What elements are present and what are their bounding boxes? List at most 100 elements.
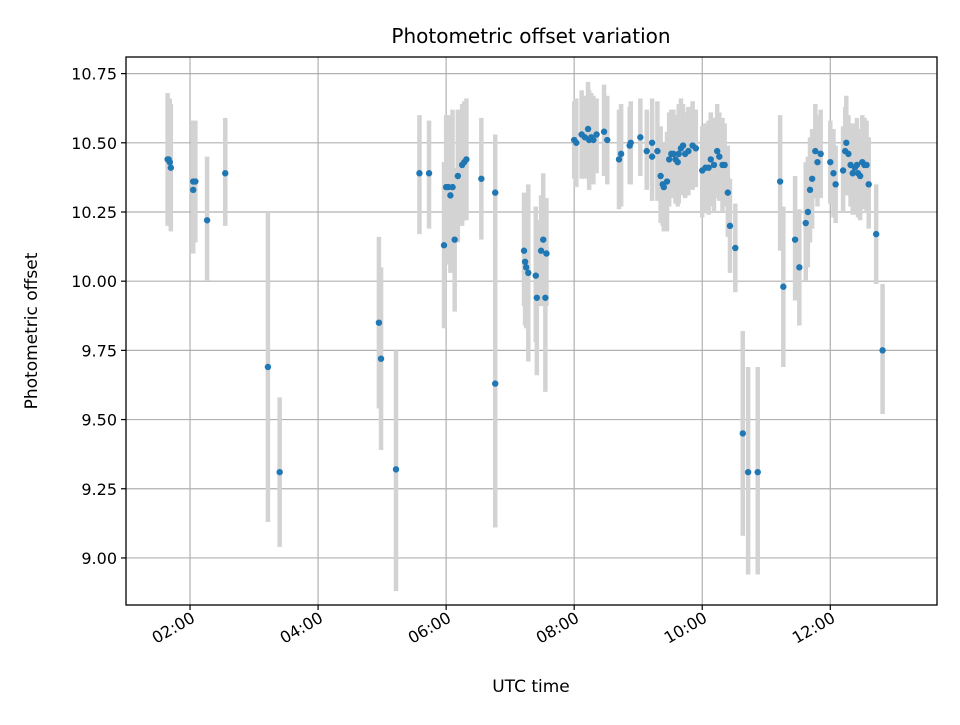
y-tick-label: 9.25 <box>81 480 117 499</box>
data-point <box>796 264 803 271</box>
data-point <box>203 217 211 224</box>
data-point <box>192 178 199 185</box>
data-point <box>440 242 448 249</box>
data-point <box>732 244 739 252</box>
data-point <box>845 150 852 158</box>
data-point <box>657 172 664 180</box>
data-point <box>806 186 814 194</box>
data-point <box>716 153 723 160</box>
data-point <box>492 380 499 387</box>
data-point <box>739 430 746 437</box>
data-point <box>425 170 433 177</box>
data-point <box>839 167 847 174</box>
data-point <box>617 150 625 158</box>
data-point <box>654 147 661 155</box>
data-point <box>166 158 173 166</box>
data-point <box>856 172 864 180</box>
data-point <box>643 147 650 155</box>
data-point <box>710 161 718 169</box>
data-point <box>705 164 712 171</box>
plot-frame <box>125 56 938 606</box>
data-point <box>754 468 761 476</box>
data-point <box>665 156 673 163</box>
data-point <box>648 153 656 160</box>
y-tick-label: 10.25 <box>71 203 117 222</box>
data-point <box>802 219 809 227</box>
data-point <box>584 125 592 133</box>
data-point <box>543 250 550 257</box>
data-point <box>830 170 837 177</box>
data-point <box>542 294 549 301</box>
data-point <box>726 222 734 230</box>
data-point <box>832 181 839 188</box>
data-point <box>685 147 692 155</box>
chart-title: Photometric offset variation <box>391 24 670 48</box>
data-point <box>167 164 175 171</box>
data-point <box>537 247 545 254</box>
data-point <box>593 131 600 138</box>
data-point <box>525 269 532 277</box>
data-point <box>454 172 462 180</box>
y-tick-label: 10.75 <box>71 65 117 84</box>
data-point <box>449 183 456 191</box>
y-tick-label: 9.75 <box>81 341 117 360</box>
data-point <box>637 134 644 141</box>
data-point <box>532 272 539 279</box>
data-point <box>849 170 856 177</box>
data-point <box>533 294 541 301</box>
data-point <box>660 183 668 191</box>
data-point <box>776 178 784 185</box>
data-point <box>713 147 721 155</box>
y-tick-label: 10.00 <box>71 272 117 291</box>
y-tick-label: 9.00 <box>81 549 117 568</box>
data-point <box>663 178 671 185</box>
data-point <box>492 189 499 196</box>
data-point <box>872 230 880 238</box>
data-point <box>744 468 752 476</box>
data-point <box>416 170 423 177</box>
data-point <box>540 236 547 243</box>
data-point <box>724 189 732 196</box>
data-point <box>377 355 385 362</box>
data-point <box>843 139 850 146</box>
data-point <box>190 186 197 194</box>
data-point <box>573 139 580 146</box>
data-points <box>164 125 886 476</box>
data-point <box>817 150 824 158</box>
y-tick-label: 9.50 <box>81 411 117 430</box>
data-point <box>692 145 700 152</box>
data-point <box>853 161 861 169</box>
x-axis-label: UTC time <box>492 677 570 697</box>
data-point <box>615 156 623 163</box>
data-point <box>804 208 812 216</box>
data-point <box>827 158 834 166</box>
data-point <box>670 150 677 158</box>
data-point <box>863 161 870 169</box>
data-point <box>648 139 656 146</box>
data-point <box>522 264 530 271</box>
data-point <box>600 128 608 135</box>
data-point <box>791 236 799 243</box>
data-point <box>627 139 634 146</box>
y-tick-label: 10.50 <box>71 134 117 153</box>
data-point <box>520 247 528 254</box>
data-point <box>604 136 611 144</box>
data-point <box>865 181 872 188</box>
data-point <box>392 466 400 473</box>
data-point <box>808 175 816 182</box>
data-point <box>675 150 682 158</box>
data-point <box>721 161 728 169</box>
data-point <box>222 170 229 177</box>
data-point <box>521 258 529 266</box>
y-axis-label: Photometric offset <box>22 252 42 409</box>
data-point <box>463 156 470 163</box>
data-point <box>478 175 485 182</box>
data-point <box>590 136 597 144</box>
data-point <box>276 468 283 476</box>
data-point <box>879 347 886 354</box>
data-point <box>780 283 787 290</box>
data-point <box>674 158 681 166</box>
data-point <box>264 363 272 371</box>
data-point <box>812 147 819 155</box>
